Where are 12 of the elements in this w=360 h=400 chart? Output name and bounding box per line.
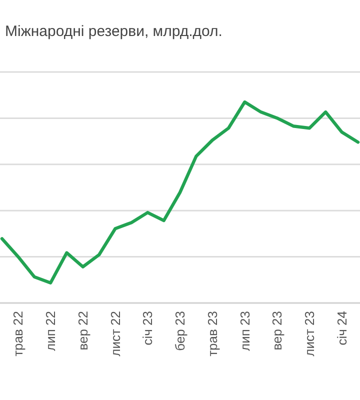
x-tick-label: січ 24 xyxy=(334,311,350,346)
chart-title: Міжнародні резерви, млрд.дол. xyxy=(5,23,222,40)
x-tick-label: лип 23 xyxy=(237,311,252,351)
x-tick-label: трав 23 xyxy=(204,311,220,356)
x-tick-label: лип 22 xyxy=(43,311,58,351)
x-tick-label: вер 23 xyxy=(270,311,285,350)
x-tick-label: лист 23 xyxy=(302,311,318,356)
x-tick-label: вер 22 xyxy=(75,311,90,350)
x-tick-label: бер 23 xyxy=(172,311,188,351)
x-tick-label: трав 22 xyxy=(10,311,26,356)
x-tick-label: січ 23 xyxy=(140,311,156,346)
x-tick-label: лист 22 xyxy=(108,311,123,356)
